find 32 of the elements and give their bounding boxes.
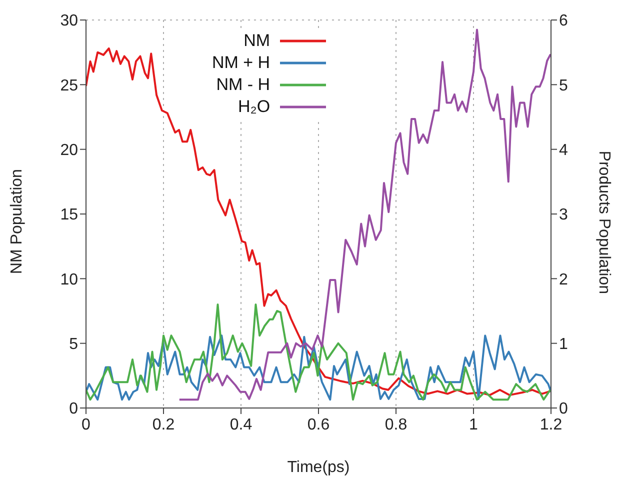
line-series (86, 334, 551, 401)
y-tick-label: 5 (69, 336, 78, 354)
y2-tick-label: 5 (559, 77, 568, 94)
y-tick-label: 25 (60, 77, 78, 94)
y-axis-title: NM Population (8, 169, 26, 274)
y-tick-label: 15 (60, 206, 78, 224)
legend-label: NM - H (216, 74, 270, 96)
x-tick-label: 0.6 (307, 416, 330, 434)
y2-tick-label: 3 (559, 206, 568, 224)
x-tick-label: 0.4 (230, 416, 252, 434)
legend-label: NM + H (212, 52, 270, 74)
y2-tick-label: 4 (559, 142, 568, 160)
line-series (86, 47, 551, 396)
x-tick-label: 0.8 (384, 416, 408, 434)
x-tick-label: 1 (469, 416, 478, 434)
y-tick-label: 0 (69, 400, 78, 418)
legend-label: NM (244, 30, 270, 52)
y-tick-label: 30 (60, 12, 78, 30)
y2-tick-label: 0 (559, 400, 568, 418)
legend-label: H₂O (238, 96, 270, 118)
y-tick-label: 20 (60, 142, 78, 160)
y2-tick-label: 6 (559, 12, 568, 30)
y2-tick-label: 2 (559, 271, 568, 288)
x-tick-label: 1.2 (540, 416, 562, 434)
line-series (178, 28, 551, 401)
y2-axis-title: Products Population (595, 150, 612, 294)
y-tick-label: 10 (60, 271, 78, 288)
x-tick-label: 0.2 (152, 416, 175, 434)
line-series (86, 304, 551, 401)
y2-tick-label: 1 (559, 336, 568, 354)
x-axis-title: Time(ps) (287, 459, 350, 476)
x-tick-label: 0 (82, 416, 91, 434)
